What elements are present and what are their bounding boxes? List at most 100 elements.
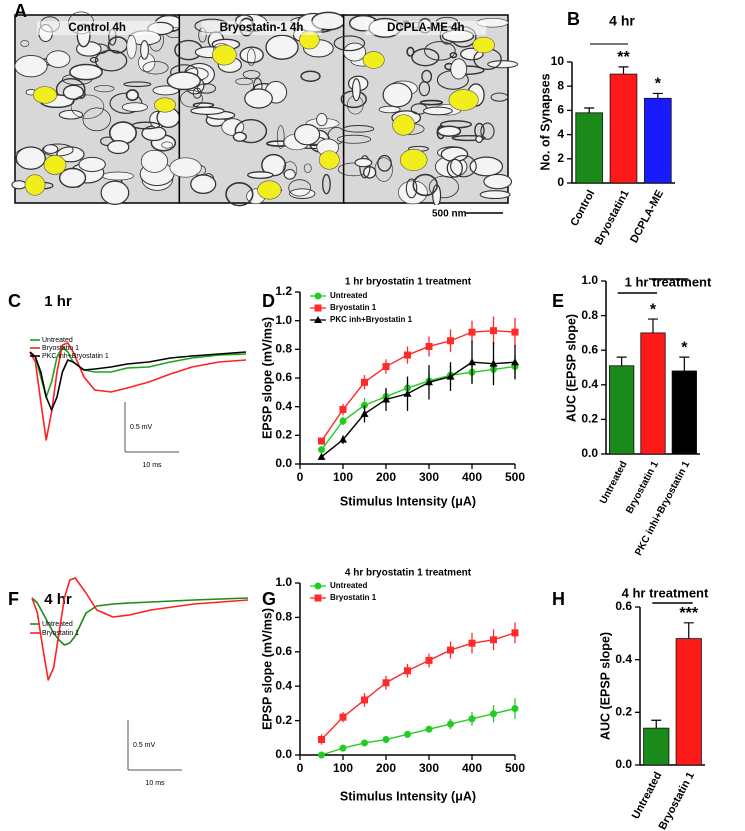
scale-bar-label: 10 ms: [142, 462, 162, 469]
texture: [89, 56, 99, 63]
y-tick-label: 1.0: [275, 313, 292, 327]
x-tick-label: 400: [462, 470, 482, 484]
texture: [246, 48, 256, 66]
bar: [609, 365, 635, 455]
label-bg: [37, 21, 158, 35]
y-tick-label: 0.8: [581, 308, 598, 322]
texture: [244, 88, 273, 109]
y-axis-label: AUC (EPSP slope): [564, 314, 578, 422]
panel-title: 4 hr: [44, 591, 72, 608]
legend-label: Untreated: [330, 291, 367, 300]
panel-letter: E: [552, 291, 564, 311]
texture: [190, 106, 225, 115]
annotation: *: [655, 76, 662, 93]
texture: [93, 85, 115, 93]
x-tick-label: 0: [297, 470, 304, 484]
texture: [377, 154, 392, 172]
texture: [180, 90, 203, 108]
synapse: [318, 150, 340, 170]
texture: [169, 157, 202, 178]
texture: [46, 50, 71, 68]
texture: [261, 153, 287, 177]
x-tick-label: 200: [376, 761, 396, 775]
texture: [221, 118, 245, 136]
texture: [303, 163, 312, 173]
legend-label: Untreated: [42, 621, 73, 628]
x-tick-label: Bryostatin1: [593, 188, 632, 247]
data-point: [468, 358, 476, 366]
panel-title: 4 hr treatment: [622, 585, 709, 600]
scale-bar-label: 0.5 mV: [133, 742, 156, 749]
scale-bg: [425, 205, 505, 221]
x-tick-label: 0: [297, 761, 304, 775]
synapse: [212, 44, 237, 66]
y-tick-label: 0: [557, 175, 564, 189]
data-point: [339, 435, 347, 443]
texture: [140, 149, 169, 173]
panel-title: 4 hr: [609, 13, 635, 29]
y-tick-label: 2: [557, 151, 564, 165]
synapse: [362, 51, 385, 69]
y-tick-label: 0.2: [275, 713, 292, 727]
panel-letter: C: [8, 291, 21, 311]
texture: [192, 102, 215, 108]
data-point: [425, 342, 433, 350]
texture: [235, 77, 254, 86]
y-tick-label: 0.0: [581, 446, 598, 460]
texture: [374, 157, 393, 182]
legend-marker: [314, 304, 322, 312]
panel-title: 1 hr bryostatin 1 treatment: [345, 277, 472, 288]
texture: [166, 71, 201, 91]
data-point: [318, 736, 325, 744]
texture: [234, 118, 268, 144]
trace: [29, 342, 247, 441]
texture: [121, 102, 148, 112]
synapse: [399, 149, 428, 171]
texture: [265, 34, 299, 60]
data-point: [468, 328, 476, 336]
y-tick-label: 1.0: [581, 273, 598, 287]
legend-label: Bryostatin 1: [42, 630, 79, 637]
texture: [123, 81, 152, 88]
annotation: *: [650, 301, 657, 318]
x-tick-label: 400: [462, 761, 482, 775]
data-point: [468, 639, 476, 647]
texture: [424, 41, 456, 61]
data-point: [318, 446, 325, 454]
texture: [398, 180, 428, 205]
data-point: [339, 713, 347, 721]
legend-label: PKC inh+Bryostatin 1: [330, 315, 413, 324]
texture: [225, 182, 254, 207]
series-line: [320, 632, 516, 741]
texture: [107, 140, 130, 155]
x-tick-label: DCPLA-ME: [628, 188, 666, 245]
data-point: [446, 372, 455, 380]
x-tick-label: 100: [333, 761, 353, 775]
x-tick-label: Untreated: [630, 770, 665, 821]
data-point: [339, 744, 347, 752]
bar: [671, 370, 697, 455]
legend-marker: [314, 594, 322, 602]
texture: [322, 173, 331, 195]
y-tick-label: 6: [557, 103, 564, 117]
bar: [644, 97, 672, 184]
y-tick-label: 0.4: [581, 377, 598, 391]
annotation: *: [681, 339, 688, 356]
data-point: [511, 358, 519, 366]
texture: [94, 49, 128, 72]
texture: [342, 125, 375, 133]
data-point: [490, 636, 497, 644]
data-point: [361, 739, 368, 747]
data-point: [382, 679, 390, 687]
scale-label: 500 nm: [432, 209, 467, 220]
texture: [483, 173, 513, 190]
texture: [450, 154, 477, 178]
y-tick-label: 0.0: [275, 456, 292, 470]
x-tick-label: 500: [505, 470, 525, 484]
image-label: Bryostatin-1 4h: [220, 22, 304, 34]
x-tick-label: 100: [333, 470, 353, 484]
y-tick-label: 0.6: [615, 599, 632, 613]
data-point: [404, 730, 411, 738]
scale-bar-label: 10 ms: [145, 780, 165, 787]
